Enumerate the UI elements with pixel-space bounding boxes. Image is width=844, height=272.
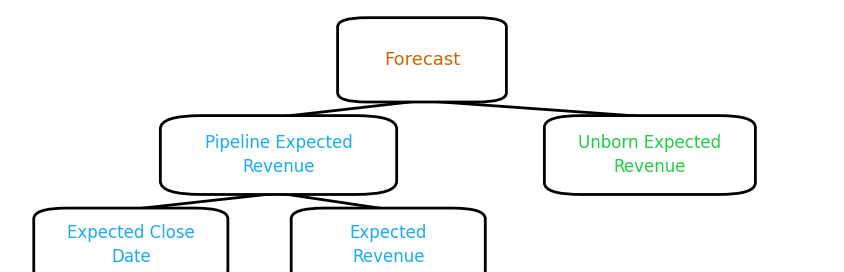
FancyBboxPatch shape: [338, 18, 506, 102]
FancyBboxPatch shape: [544, 116, 755, 194]
FancyBboxPatch shape: [160, 116, 397, 194]
Text: Expected Close
Date: Expected Close Date: [67, 224, 195, 265]
FancyBboxPatch shape: [291, 208, 485, 272]
Text: Forecast: Forecast: [384, 51, 460, 69]
Text: Pipeline Expected
Revenue: Pipeline Expected Revenue: [204, 134, 353, 176]
Text: Expected
Revenue: Expected Revenue: [349, 224, 427, 265]
Text: Unborn Expected
Revenue: Unborn Expected Revenue: [578, 134, 722, 176]
FancyBboxPatch shape: [34, 208, 228, 272]
